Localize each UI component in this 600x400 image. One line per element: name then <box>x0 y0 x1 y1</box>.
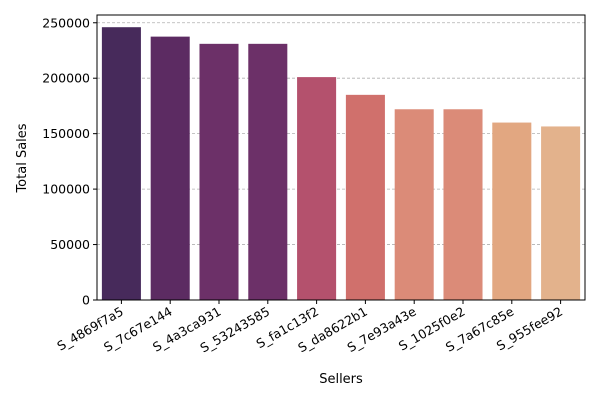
x-axis-ticks: S_4869f7a5S_7c67e144S_4a3ca931S_53243585… <box>54 300 565 356</box>
bar-S_7c67e144 <box>150 36 190 300</box>
bar-S_da8622b1 <box>345 94 385 300</box>
bar-S_1025f0e2 <box>443 109 483 300</box>
y-tick-label: 150000 <box>42 126 90 141</box>
y-axis-label: Total Sales <box>15 123 30 193</box>
y-tick-label: 200000 <box>42 71 90 86</box>
y-tick-label: 0 <box>82 293 90 308</box>
bar-S_7a67c85e <box>492 122 532 301</box>
bars <box>101 27 581 301</box>
bar-S_4869f7a5 <box>101 27 141 300</box>
bar-S_4a3ca931 <box>199 43 239 301</box>
y-tick-label: 100000 <box>42 182 90 197</box>
bar-S_fa1c13f2 <box>297 77 337 300</box>
y-tick-label: 250000 <box>42 15 90 30</box>
y-tick-label: 50000 <box>50 237 90 252</box>
bar-S_7e93a43e <box>394 109 434 300</box>
y-axis-ticks: 0 50000 100000 150000 200000 250000 <box>42 15 97 308</box>
x-axis-label: Sellers <box>319 372 363 387</box>
plot-frame <box>96 14 586 301</box>
bar-S_53243585 <box>248 43 288 301</box>
bar-S_955fee92 <box>541 126 581 300</box>
